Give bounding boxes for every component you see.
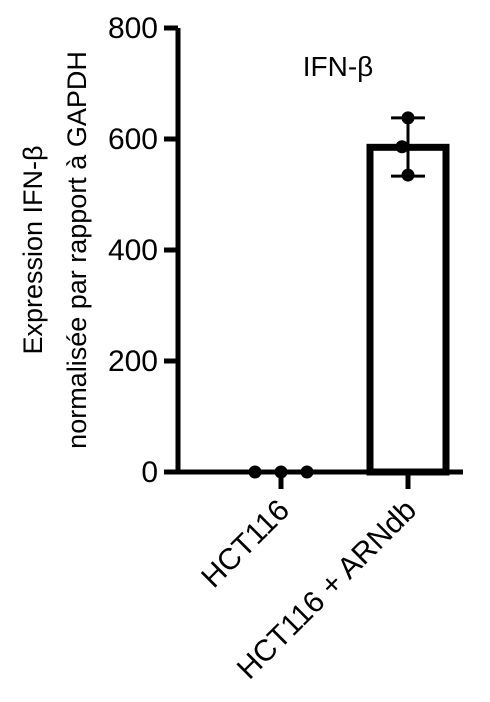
data-point-1-1 (395, 140, 409, 154)
y-tick-label-200: 200 (108, 345, 158, 378)
y-axis-label: Expression IFN-β normalisée par rapport … (18, 51, 92, 449)
chart-title: IFN-β (303, 51, 374, 82)
y-tick-label-0: 0 (141, 456, 158, 489)
data-point-1-0 (401, 168, 415, 182)
bar-1 (366, 143, 450, 476)
x-tick-label-0: HCT116 (195, 494, 296, 595)
data-point-1-2 (401, 111, 415, 125)
y-axis-label-line2: normalisée par rapport à GAPDH (62, 51, 92, 449)
y-axis-label-line1: Expression IFN-β (18, 145, 48, 354)
y-tick-label-400: 400 (108, 234, 158, 267)
y-tick-label-600: 600 (108, 123, 158, 156)
y-tick-label-800: 800 (108, 12, 158, 45)
